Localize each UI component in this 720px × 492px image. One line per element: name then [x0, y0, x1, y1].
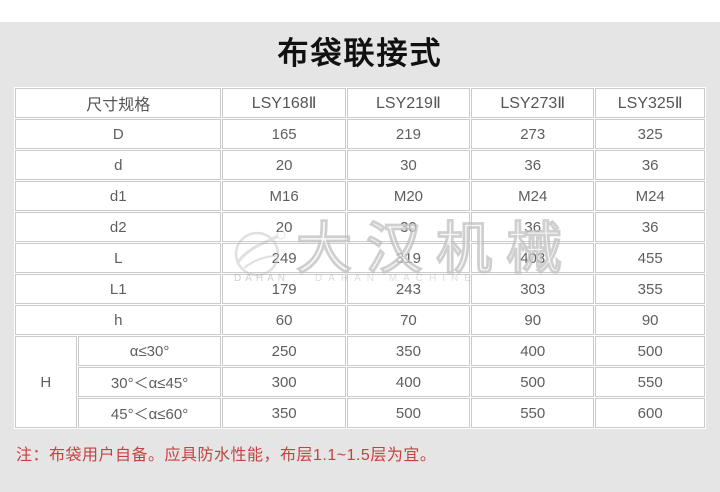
- cell-value: 400: [346, 367, 471, 397]
- cell-value: 243: [346, 274, 471, 304]
- cell-value: 355: [595, 274, 705, 304]
- cell-value: 350: [346, 336, 471, 366]
- header-size-spec: 尺寸规格: [15, 88, 222, 118]
- column-header-model: LSY325Ⅱ: [595, 88, 705, 118]
- row-label: d2: [15, 212, 222, 242]
- cell-value: 300: [222, 367, 346, 397]
- table-row: D 165 219 273 325: [15, 119, 705, 149]
- cell-value: 30: [346, 150, 471, 180]
- cell-value: 550: [595, 367, 705, 397]
- cell-value: M24: [471, 181, 595, 211]
- spec-table: 尺寸规格 LSY168Ⅱ LSY219Ⅱ LSY273Ⅱ LSY325Ⅱ D 16…: [14, 87, 706, 429]
- cell-value: M20: [346, 181, 471, 211]
- row-label: D: [15, 119, 222, 149]
- cell-value: 20: [222, 212, 346, 242]
- cell-value: 90: [595, 305, 705, 335]
- page-title: 布袋联接式: [277, 36, 443, 71]
- cell-value: 36: [595, 150, 705, 180]
- cell-value: 500: [346, 398, 471, 428]
- cell-value: 319: [346, 243, 471, 273]
- cell-value: 403: [471, 243, 595, 273]
- row-label: d1: [15, 181, 222, 211]
- cell-value: 400: [471, 336, 595, 366]
- cell-value: 165: [222, 119, 346, 149]
- cell-value: 500: [595, 336, 705, 366]
- row-label: L1: [15, 274, 222, 304]
- cell-value: 179: [222, 274, 346, 304]
- cell-value: 325: [595, 119, 705, 149]
- cell-value: 70: [346, 305, 471, 335]
- footnote: 注：布袋用户自备。应具防水性能，布层1.1~1.5层为宜。: [16, 447, 437, 464]
- cell-value: 20: [222, 150, 346, 180]
- h-group-label: H: [15, 336, 77, 428]
- cell-value: 36: [595, 212, 705, 242]
- cell-value: 219: [346, 119, 471, 149]
- column-header-model: LSY168Ⅱ: [222, 88, 346, 118]
- cell-value: 60: [222, 305, 346, 335]
- cell-value: 350: [222, 398, 346, 428]
- cell-value: 30: [346, 212, 471, 242]
- header-row: 尺寸规格 LSY168Ⅱ LSY219Ⅱ LSY273Ⅱ LSY325Ⅱ: [15, 88, 705, 118]
- spec-table-container: 尺寸规格 LSY168Ⅱ LSY219Ⅱ LSY273Ⅱ LSY325Ⅱ D 16…: [0, 87, 720, 429]
- cell-value: 550: [471, 398, 595, 428]
- cell-value: 500: [471, 367, 595, 397]
- cell-value: 600: [595, 398, 705, 428]
- row-label: L: [15, 243, 222, 273]
- table-row: d1 M16 M20 M24 M24: [15, 181, 705, 211]
- table-row: d2 20 30 36 36: [15, 212, 705, 242]
- cell-value: 273: [471, 119, 595, 149]
- cell-value: 90: [471, 305, 595, 335]
- column-header-model: LSY273Ⅱ: [471, 88, 595, 118]
- cell-value: 249: [222, 243, 346, 273]
- cell-value: 455: [595, 243, 705, 273]
- row-label: h: [15, 305, 222, 335]
- spec-table-body: D 165 219 273 325 d 20 30 36 36 d1 M16 M20 M24 M24 d2 20…: [15, 119, 705, 428]
- angle-condition: 45°＜α≤60°: [77, 398, 222, 428]
- cell-value: 36: [471, 150, 595, 180]
- table-row: L 249 319 403 455: [15, 243, 705, 273]
- angle-condition: α≤30°: [77, 336, 222, 366]
- cell-value: 250: [222, 336, 346, 366]
- table-row-h-group: 45°＜α≤60° 350 500 550 600: [15, 398, 705, 428]
- table-row: d 20 30 36 36: [15, 150, 705, 180]
- top-whitespace: [0, 0, 720, 22]
- cell-value: M16: [222, 181, 346, 211]
- row-label: d: [15, 150, 222, 180]
- table-row-h-group: 30°＜α≤45° 300 400 500 550: [15, 367, 705, 397]
- page-background: 布袋联接式 尺寸规格 LSY168Ⅱ LSY219Ⅱ LSY273Ⅱ LSY32…: [0, 22, 720, 492]
- cell-value: 36: [471, 212, 595, 242]
- table-row: h 60 70 90 90: [15, 305, 705, 335]
- column-header-model: LSY219Ⅱ: [346, 88, 471, 118]
- angle-condition: 30°＜α≤45°: [77, 367, 222, 397]
- cell-value: 303: [471, 274, 595, 304]
- cell-value: M24: [595, 181, 705, 211]
- table-row: L1 179 243 303 355: [15, 274, 705, 304]
